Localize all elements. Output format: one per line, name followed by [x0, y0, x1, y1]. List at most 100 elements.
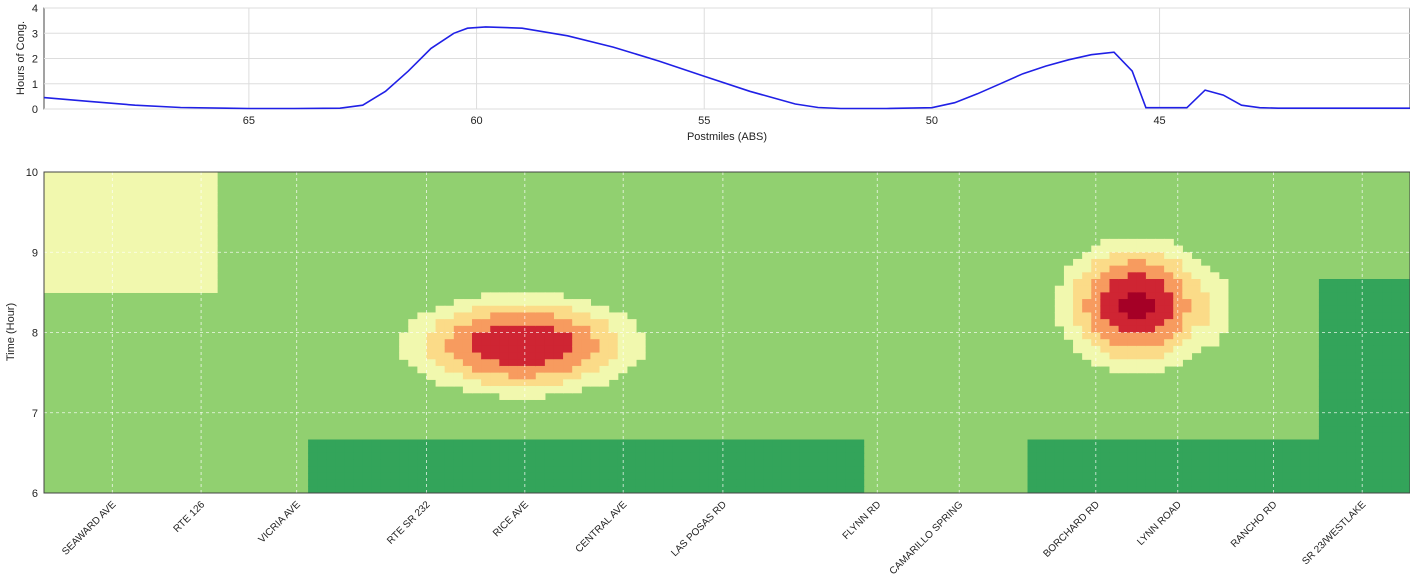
heatmap-cell: [1355, 379, 1366, 387]
heatmap-cell: [1045, 472, 1056, 481]
heatmap-cell: [171, 245, 182, 253]
heatmap-cell: [681, 472, 692, 481]
heatmap-cell: [362, 439, 373, 447]
heatmap-cell: [581, 359, 591, 367]
heatmap-cell: [526, 459, 537, 467]
heatmap-cell: [1173, 299, 1183, 307]
heatmap-cell: [617, 359, 628, 367]
heatmap-cell: [581, 352, 591, 360]
heatmap-cell: [1164, 245, 1174, 253]
heatmap-cell: [517, 479, 528, 487]
heatmap-cell: [1073, 486, 1083, 493]
heatmap-cell: [1209, 325, 1220, 334]
heatmap-cell: [390, 479, 400, 487]
heatmap-cell: [153, 198, 163, 207]
heatmap-cell: [44, 218, 54, 227]
heatmap-cell: [1355, 292, 1366, 300]
heatmap-cell: [189, 265, 200, 273]
heatmap-cell: [581, 345, 591, 354]
heatmap-cell: [98, 252, 109, 260]
heatmap-cell: [563, 352, 573, 360]
heatmap-cell: [44, 258, 54, 267]
heatmap-cell: [1082, 452, 1092, 461]
heatmap-cell: [617, 466, 628, 474]
heatmap-cell: [207, 225, 218, 233]
heatmap-cell: [1236, 472, 1247, 481]
heatmap-cell: [708, 459, 719, 467]
heatmap-cell: [608, 446, 619, 454]
heatmap-cell: [517, 452, 528, 461]
heatmap-cell: [353, 439, 364, 447]
congestion-line: [43, 26, 1410, 110]
heatmap-cell: [717, 479, 728, 487]
heatmap-cell: [1109, 325, 1120, 334]
heatmap-cell: [626, 452, 637, 461]
heatmap-cell: [526, 365, 537, 374]
heatmap-cell: [535, 345, 546, 354]
heatmap-cell: [1218, 479, 1229, 487]
heatmap-cell: [1400, 466, 1410, 474]
heatmap-cell: [1127, 332, 1138, 340]
heatmap-cell: [1063, 332, 1074, 340]
heatmap-cell: [544, 292, 555, 300]
heatmap-cell: [135, 238, 145, 247]
heatmap-cell: [499, 486, 510, 493]
heatmap-cell: [1337, 299, 1347, 307]
heatmap-cell: [171, 212, 182, 220]
heatmap-cell: [1273, 459, 1284, 467]
heatmap-cell: [53, 172, 63, 180]
heatmap-cell: [1164, 359, 1174, 367]
heatmap-cell: [1282, 486, 1293, 493]
heatmap-cell: [1400, 439, 1410, 447]
heatmap-cell: [1191, 319, 1202, 327]
heatmap-cell: [344, 466, 355, 474]
heatmap-cell: [335, 446, 346, 454]
heatmap-cell: [590, 352, 601, 360]
heatmap-cell: [1391, 292, 1402, 300]
heatmap-cell: [572, 365, 582, 374]
heatmap-cell: [1164, 265, 1174, 273]
heatmap-cell: [189, 258, 200, 267]
heatmap-cell: [44, 225, 54, 233]
heatmap-cell: [153, 185, 163, 193]
heatmap-cell: [544, 365, 555, 374]
heatmap-cell: [1182, 285, 1193, 293]
heatmap-cell: [563, 345, 573, 354]
top-x-axis-label: Postmiles (ABS): [687, 131, 767, 143]
heatmap-cell: [417, 345, 428, 354]
heatmap-cell: [417, 339, 428, 347]
heatmap-cell: [1182, 472, 1193, 481]
heatmap-cell: [53, 212, 63, 220]
heatmap-cell: [1373, 305, 1384, 314]
heatmap-cell: [116, 265, 127, 273]
heatmap-cell: [517, 345, 528, 354]
heatmap-cell: [1200, 325, 1211, 334]
heatmap-cell: [1145, 446, 1156, 454]
heatmap-cell: [1100, 319, 1111, 327]
heatmap-cell: [44, 272, 54, 280]
heatmap-cell: [517, 459, 528, 467]
heatmap-cell: [645, 486, 655, 493]
heatmap-cell: [198, 198, 209, 207]
heatmap-cell: [544, 339, 555, 347]
heatmap-cell: [481, 312, 491, 320]
heatmap-cell: [1127, 472, 1138, 481]
heatmap-cell: [508, 292, 519, 300]
heatmap-cell: [1136, 265, 1147, 273]
heatmap-cell: [1164, 446, 1174, 454]
heatmap-cell: [1173, 252, 1183, 260]
heatmap-cell: [44, 205, 54, 213]
top-y-tick-label: 3: [32, 28, 38, 40]
heatmap-cell: [490, 325, 500, 334]
heatmap-cell: [1136, 352, 1147, 360]
heatmap-cell: [1218, 472, 1229, 481]
heatmap-cell: [1337, 379, 1347, 387]
heatmap-cell: [1182, 325, 1193, 334]
heatmap-cell: [572, 472, 582, 481]
heatmap-cell: [1145, 312, 1156, 320]
heatmap-cell: [116, 178, 127, 186]
heatmap-cell: [180, 205, 191, 213]
heatmap-cell: [553, 365, 564, 374]
heatmap-cell: [563, 332, 573, 340]
heatmap-cell: [490, 352, 500, 360]
